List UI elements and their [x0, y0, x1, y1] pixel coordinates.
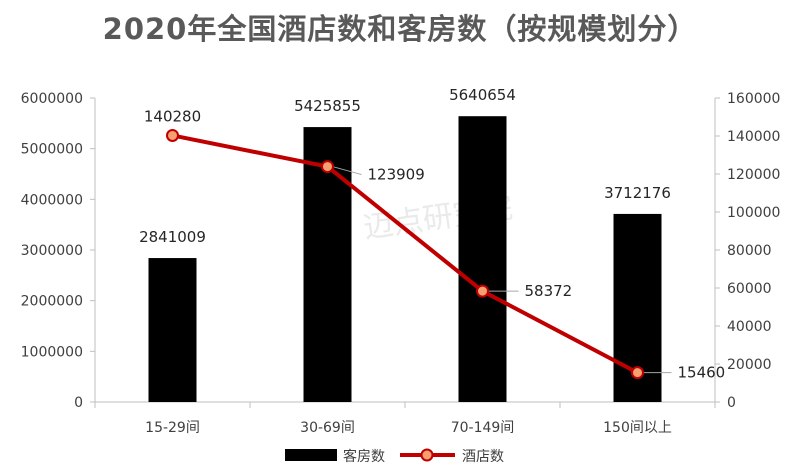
legend: 客房数 酒店数 [285, 448, 504, 465]
chart-title: 2020年全国酒店数和客房数（按规模划分） [102, 12, 698, 46]
y-left-tick-label: 0 [74, 395, 83, 411]
data-label-leader [332, 166, 362, 176]
y-left-tick-label: 5000000 [21, 142, 83, 158]
line-series: 140280 123909 58372 15460 [144, 107, 725, 381]
bar [458, 116, 507, 403]
y-right-tick-label: 0 [727, 395, 736, 411]
y-right-tick-label: 160000 [727, 91, 780, 107]
bar [148, 258, 197, 402]
line-marker [476, 284, 489, 298]
x-tick-label: 150间以上 [603, 420, 672, 436]
y-left-tick-label: 2000000 [21, 294, 83, 310]
x-tick-label: 15-29间 [145, 420, 200, 436]
legend-marker-line [420, 448, 434, 462]
legend-label-bar: 客房数 [343, 448, 385, 465]
bar-data-label: 2841009 [139, 228, 206, 246]
y-right-tick-label: 20000 [727, 357, 772, 373]
axes: 0100000020000003000000400000050000006000… [21, 91, 781, 436]
line-marker [321, 160, 334, 174]
y-right-tick-label: 140000 [727, 129, 780, 145]
y-left-tick-label: 6000000 [21, 91, 83, 107]
y-left-tick-label: 1000000 [21, 344, 83, 360]
y-left-tick-label: 3000000 [21, 243, 83, 259]
bar-series: 2841009 5425855 5640654 3712176 [139, 86, 671, 403]
line-data-label: 58372 [525, 282, 573, 300]
line-marker [166, 128, 179, 142]
y-left-tick-label: 4000000 [21, 192, 83, 208]
y-right-tick-label: 40000 [727, 319, 772, 335]
y-right-tick-label: 120000 [727, 167, 780, 183]
legend-label-line: 酒店数 [462, 449, 504, 465]
line-marker [631, 366, 644, 380]
line-data-label: 123909 [368, 166, 425, 184]
line-data-label: 15460 [678, 364, 726, 382]
bar-data-label: 5425855 [294, 97, 361, 115]
y-right-tick-label: 60000 [727, 281, 772, 297]
bar-data-label: 5640654 [449, 86, 516, 104]
y-right-tick-label: 100000 [727, 205, 780, 221]
x-tick-label: 30-69间 [300, 420, 355, 436]
line-path [172, 133, 639, 375]
line-data-label: 140280 [144, 107, 201, 125]
legend-swatch-bar [285, 449, 337, 461]
y-right-tick-label: 80000 [727, 243, 772, 259]
x-tick-label: 70-149间 [451, 420, 515, 436]
bar-data-label: 3712176 [604, 184, 671, 202]
